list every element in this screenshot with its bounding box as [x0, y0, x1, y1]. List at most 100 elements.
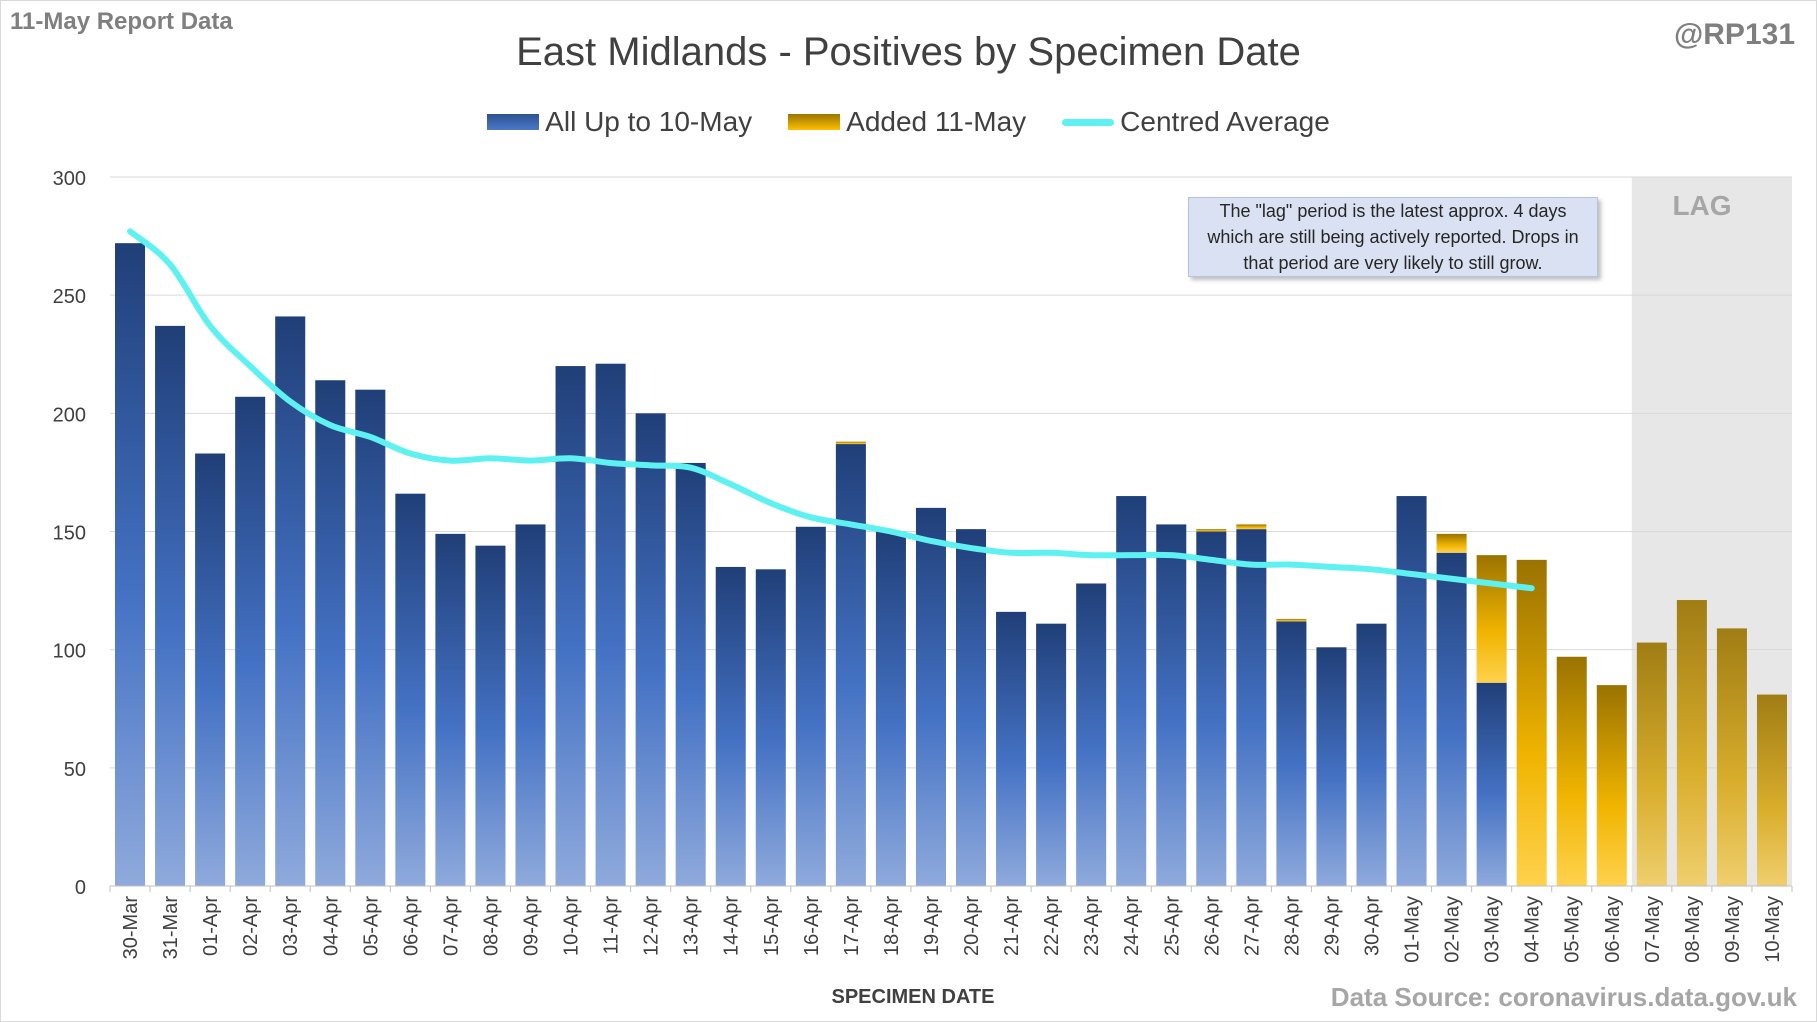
- bar-existing: [755, 569, 786, 886]
- x-tick-label: 06-Apr: [400, 896, 422, 956]
- x-tick-label: 25-Apr: [1161, 896, 1183, 956]
- chart-legend: All Up to 10-May Added 11-May Centred Av…: [0, 106, 1817, 138]
- bar-added: [1556, 656, 1587, 886]
- bar-added: [1196, 529, 1227, 532]
- legend-item-existing[interactable]: All Up to 10-May: [487, 106, 752, 138]
- bar-existing: [1276, 621, 1307, 886]
- legend-item-added[interactable]: Added 11-May: [788, 106, 1026, 138]
- report-date-label: 11-May Report Data: [10, 8, 233, 35]
- x-tick-label: 14-Apr: [721, 896, 743, 956]
- bar-added: [1756, 694, 1787, 886]
- x-tick-label: 01-May: [1402, 896, 1424, 963]
- x-tick-label: 19-Apr: [921, 896, 943, 956]
- x-tick-label: 12-Apr: [641, 896, 663, 956]
- x-tick-label: 04-May: [1522, 896, 1544, 963]
- x-tick-label: 05-Apr: [360, 896, 382, 956]
- bar-existing: [835, 444, 866, 886]
- x-tick-label: 03-Apr: [280, 896, 302, 956]
- x-tick-label: 03-May: [1482, 896, 1504, 963]
- x-tick-label: 08-May: [1682, 896, 1704, 963]
- bar-existing: [635, 413, 666, 886]
- bar-added: [1636, 642, 1667, 886]
- x-tick-label: 30-Apr: [1362, 896, 1384, 956]
- bar-added: [1676, 600, 1707, 886]
- bar-existing: [395, 493, 426, 886]
- legend-swatch-existing: [487, 114, 540, 130]
- x-tick-label: 10-May: [1762, 896, 1784, 963]
- bar-existing: [956, 529, 987, 886]
- legend-item-average[interactable]: Centred Average: [1062, 106, 1330, 138]
- legend-label-added: Added 11-May: [846, 106, 1027, 137]
- bar-existing: [1436, 552, 1467, 886]
- bar-added: [1476, 555, 1507, 683]
- x-tick-label: 21-Apr: [1001, 896, 1023, 956]
- x-tick-label: 01-Apr: [200, 896, 222, 956]
- bar-existing: [996, 611, 1027, 886]
- legend-swatch-added: [788, 114, 841, 130]
- y-tick-label: 200: [53, 404, 86, 426]
- legend-swatch-average: [1062, 118, 1115, 126]
- x-tick-label: 26-Apr: [1201, 896, 1223, 956]
- bar-existing: [675, 462, 706, 886]
- x-tick-label: 17-Apr: [841, 896, 863, 956]
- y-tick-label: 250: [53, 286, 86, 308]
- bar-existing: [1156, 524, 1187, 886]
- bar-added: [1596, 685, 1627, 886]
- x-tick-label: 05-May: [1562, 896, 1584, 963]
- x-tick-label: 23-Apr: [1081, 896, 1103, 956]
- bar-added: [835, 441, 866, 445]
- x-tick-label: 29-Apr: [1321, 896, 1343, 956]
- bar-existing: [715, 566, 746, 886]
- author-handle: @RP131: [1674, 18, 1795, 51]
- bar-existing: [315, 380, 346, 886]
- x-tick-label: 10-Apr: [561, 896, 583, 956]
- y-tick-label: 0: [75, 877, 86, 899]
- bar-existing: [475, 545, 506, 886]
- centred-average-line: [127, 228, 1535, 592]
- bar-existing: [355, 389, 386, 886]
- bar-added: [1716, 628, 1747, 886]
- bar-existing: [875, 531, 906, 886]
- x-tick-label: 09-May: [1722, 896, 1744, 963]
- x-tick-label: 22-Apr: [1041, 896, 1063, 956]
- bar-existing: [155, 325, 186, 886]
- x-tick-label: 27-Apr: [1241, 896, 1263, 956]
- bar-added: [1276, 618, 1307, 622]
- x-tick-label: 02-May: [1442, 896, 1464, 963]
- bar-added: [1236, 524, 1267, 530]
- bar-existing: [1316, 647, 1347, 886]
- y-tick-label: 100: [53, 641, 86, 663]
- x-tick-label: 13-Apr: [681, 896, 703, 956]
- x-tick-label: 02-Apr: [240, 896, 262, 956]
- data-source-label: Data Source: coronavirus.data.gov.uk: [1330, 982, 1797, 1012]
- bar-existing: [195, 453, 226, 886]
- x-tick-label: 07-Apr: [440, 896, 462, 956]
- lag-note-box: The "lag" period is the latest approx. 4…: [1188, 197, 1598, 277]
- x-tick-label: 18-Apr: [881, 896, 903, 956]
- y-tick-label: 150: [53, 523, 86, 545]
- bar-existing: [795, 526, 826, 886]
- bar-existing: [1356, 623, 1387, 886]
- x-tick-label: 11-Apr: [601, 896, 623, 955]
- bar-existing: [915, 507, 946, 886]
- x-tick-label: 24-Apr: [1121, 896, 1143, 956]
- bar-existing: [595, 363, 626, 886]
- bar-existing: [515, 524, 546, 886]
- y-tick-label: 300: [53, 168, 86, 190]
- x-tick-label: 20-Apr: [961, 896, 983, 956]
- x-tick-label: 07-May: [1642, 896, 1664, 963]
- bar-existing: [1076, 583, 1107, 886]
- x-tick-label: 08-Apr: [480, 896, 502, 956]
- bar-existing: [235, 396, 266, 886]
- bar-existing: [1396, 496, 1427, 886]
- chart-title: East Midlands - Positives by Specimen Da…: [516, 30, 1301, 74]
- x-axis-title: SPECIMEN DATE: [831, 986, 995, 1008]
- x-tick-label: 09-Apr: [521, 896, 543, 956]
- bar-added: [1436, 533, 1467, 553]
- bar-existing: [1116, 496, 1147, 886]
- bar-existing: [555, 366, 586, 887]
- x-tick-label: 28-Apr: [1281, 896, 1303, 956]
- legend-label-average: Centred Average: [1120, 106, 1330, 137]
- bar-existing: [1036, 623, 1067, 886]
- bar-existing: [1476, 682, 1507, 886]
